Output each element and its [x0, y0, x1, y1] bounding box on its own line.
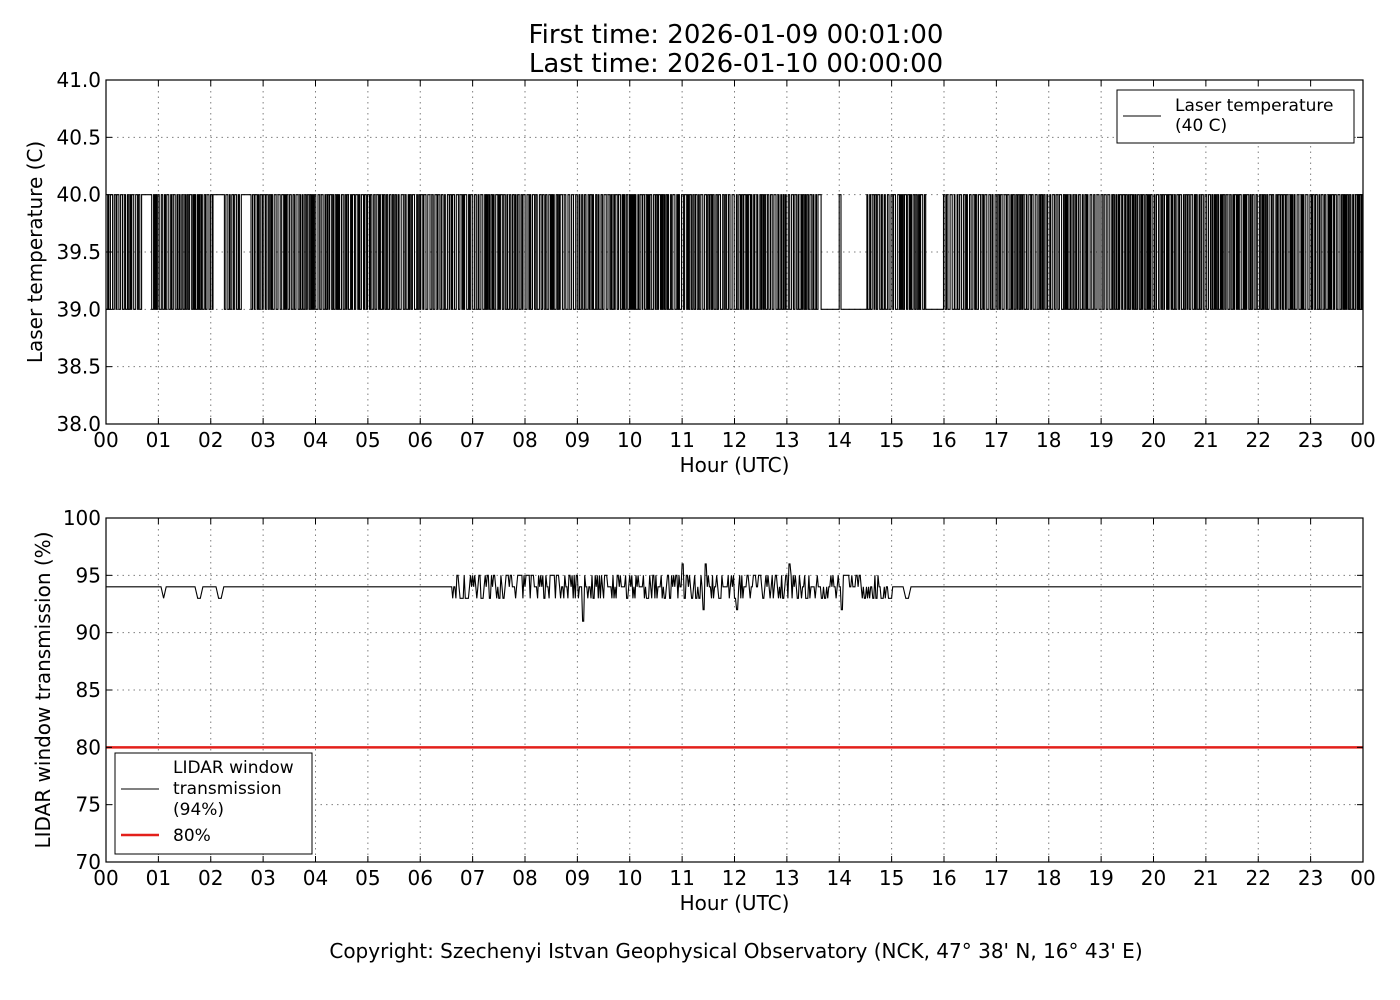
y-tick-label: 39.5	[56, 240, 101, 264]
x-tick-label: 10	[617, 866, 642, 890]
x-axis-label: Hour (UTC)	[680, 453, 790, 477]
x-tick-label: 02	[198, 428, 223, 452]
x-tick-label: 14	[827, 428, 852, 452]
x-tick-label: 01	[146, 866, 171, 890]
x-tick-label: 13	[774, 866, 799, 890]
laser-temperature-chart: 00 01 02 03 04 05 06 07 08 09 10 11 12 13 14 15 16 17 18 19…	[23, 68, 1376, 477]
legend: Laser temperature(40 C)	[1116, 89, 1355, 144]
y-axis-label: LIDAR window transmission (%)	[31, 532, 55, 849]
x-tick-label: 03	[250, 428, 275, 452]
x-tick-label: 20	[1141, 866, 1166, 890]
y-axis-label: Laser temperature (C)	[23, 141, 47, 363]
x-tick-label: 07	[460, 428, 485, 452]
legend-box	[1116, 89, 1355, 144]
x-tick-label: 11	[669, 866, 694, 890]
x-tick-label: 21	[1193, 428, 1218, 452]
legend-label-transmission: LIDAR window	[173, 758, 294, 778]
legend-label-laser: Laser temperature	[1175, 96, 1333, 116]
x-tick-label: 21	[1193, 866, 1218, 890]
x-tick-label: 18	[1036, 866, 1061, 890]
x-tick-label: 10	[617, 428, 642, 452]
y-tick-label: 39.0	[56, 297, 101, 321]
x-tick-label: 00	[1350, 866, 1375, 890]
copyright-text: Copyright: Szechenyi Istvan Geophysical …	[329, 939, 1142, 963]
x-tick-label: 13	[774, 428, 799, 452]
x-tick-label: 12	[722, 866, 747, 890]
x-tick-label: 23	[1298, 428, 1323, 452]
y-tick-label: 38.0	[56, 412, 101, 436]
x-tick-label: 12	[722, 428, 747, 452]
x-tick-label: 04	[303, 866, 328, 890]
x-tick-label: 00	[93, 866, 118, 890]
x-tick-label: 02	[198, 866, 223, 890]
x-tick-label: 01	[146, 428, 171, 452]
x-tick-label: 15	[879, 866, 904, 890]
x-tick-label: 08	[512, 866, 537, 890]
laser-temperature-line	[106, 194, 1363, 310]
x-tick-label: 00	[93, 428, 118, 452]
x-tick-label: 07	[460, 866, 485, 890]
figure-title-line1: First time: 2026-01-09 00:01:00	[529, 20, 944, 50]
x-tick-label: 22	[1246, 428, 1271, 452]
x-tick-label: 16	[931, 866, 956, 890]
x-tick-label: 19	[1088, 428, 1113, 452]
series-group	[106, 563, 1363, 749]
y-tick-label: 75	[76, 793, 101, 817]
lidar-transmission-line	[106, 563, 1362, 622]
y-tick-label: 40.0	[56, 183, 101, 207]
y-tick-label: 80	[76, 735, 101, 759]
x-tick-label: 15	[879, 428, 904, 452]
y-tick-label: 41.0	[56, 68, 101, 92]
x-tick-label: 22	[1246, 866, 1271, 890]
y-tick-label: 40.5	[56, 125, 101, 149]
y-tick-label: 90	[76, 621, 101, 645]
x-tick-label: 09	[565, 428, 590, 452]
x-tick-label: 06	[408, 866, 433, 890]
x-tick-label: 20	[1141, 428, 1166, 452]
lidar-transmission-chart: 00 01 02 03 04 05 06 07 08 09 10 11 12 13 14 15 16 17 18 19…	[31, 506, 1376, 915]
x-tick-label: 16	[931, 428, 956, 452]
figure-title-line2: Last time: 2026-01-10 00:00:00	[529, 49, 943, 79]
x-tick-label: 05	[355, 428, 380, 452]
x-tick-label: 05	[355, 866, 380, 890]
legend-label-transmission: (94%)	[173, 800, 224, 820]
x-tick-label: 03	[250, 866, 275, 890]
x-tick-label: 11	[669, 428, 694, 452]
x-tick-label: 08	[512, 428, 537, 452]
x-tick-label: 18	[1036, 428, 1061, 452]
x-tick-label: 19	[1088, 866, 1113, 890]
x-tick-label: 23	[1298, 866, 1323, 890]
x-tick-label: 17	[984, 866, 1009, 890]
x-tick-label: 09	[565, 866, 590, 890]
y-tick-label: 100	[63, 506, 101, 530]
x-tick-label: 17	[984, 428, 1009, 452]
legend-label-laser: (40 C)	[1175, 116, 1227, 136]
y-tick-label: 38.5	[56, 355, 101, 379]
x-tick-label: 14	[827, 866, 852, 890]
series-group	[106, 194, 1363, 310]
y-tick-label: 85	[76, 678, 101, 702]
legend-label-transmission: transmission	[173, 779, 282, 799]
legend-box	[114, 752, 313, 855]
x-axis-label: Hour (UTC)	[680, 891, 790, 915]
y-tick-label: 70	[76, 850, 101, 874]
x-tick-label: 06	[408, 428, 433, 452]
x-tick-label: 00	[1350, 428, 1375, 452]
legend-label-threshold: 80%	[173, 826, 211, 846]
x-tick-label: 04	[303, 428, 328, 452]
y-tick-label: 95	[76, 563, 101, 587]
